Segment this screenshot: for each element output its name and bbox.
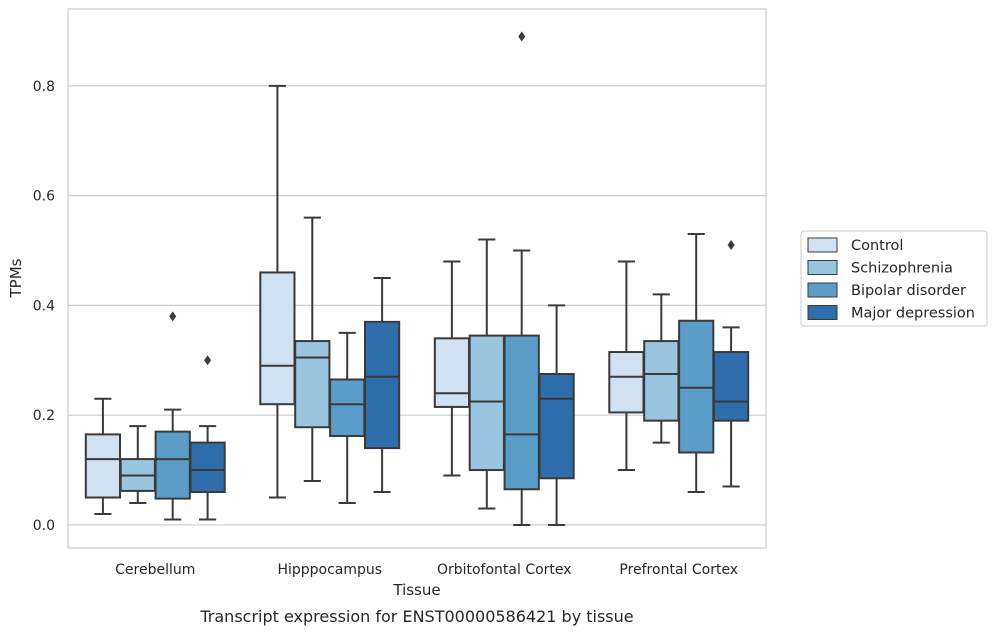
y-tick-label: 0.8 [33,79,55,95]
x-tick-label: Hipppocampus [277,562,382,578]
legend: Control Schizophrenia Bipolar disorder Majo… [800,230,988,327]
x-tick-label: Orbitofontal Cortex [437,562,572,578]
box-iqr [643,340,680,422]
legend-swatch [807,282,838,298]
box-3-3 [712,240,750,488]
box-0-1 [119,425,156,504]
box-iqr [712,351,750,422]
box-3-0 [608,260,645,472]
outlier-point [204,355,212,366]
box-iqr [154,430,191,500]
box-1-3 [363,276,401,494]
box-iqr [363,320,401,450]
box-iqr [329,378,366,438]
boxes [84,31,750,526]
legend-label: Schizophrenia [851,261,953,277]
outlier-point [169,311,177,322]
x-tick-label: Prefrontal Cortex [619,562,738,578]
legend-swatch [807,305,838,320]
box-iqr [259,271,296,406]
box-iqr [538,373,575,480]
box-3-2 [678,233,715,494]
outlier-point [727,240,735,251]
box-1-0 [259,84,296,499]
box-iqr [468,334,505,472]
x-axis-ticks: Cerebellum Hipppocampus Orbitofontal Corte… [115,562,738,578]
legend-swatch [807,237,838,253]
box-iqr [678,319,715,454]
box-iqr [189,441,226,494]
box-2-2 [503,31,540,526]
box-iqr [433,337,471,408]
y-tick-label: 0.4 [33,298,55,314]
legend-label: Bipolar disorder [851,283,966,299]
y-tick-label: 0.2 [33,408,55,424]
box-1-1 [294,216,331,483]
y-axis-ticks: 0.0 0.2 0.4 0.6 0.8 [33,79,55,534]
outlier-point [518,31,526,42]
legend-swatch [807,260,838,275]
box-1-2 [329,331,366,504]
plot-frame [67,8,767,549]
x-tick-label: Cerebellum [115,562,195,578]
box-0-3 [189,355,226,521]
legend-label: Control [851,238,903,254]
box-iqr [294,340,331,429]
legend-label: Major depression [851,306,975,322]
box-2-0 [433,260,471,477]
box-0-0 [84,397,122,515]
chart-caption: Transcript expression for ENST0000058642… [199,607,633,626]
y-tick-label: 0.0 [33,518,55,534]
box-iqr [84,433,122,499]
legend-frame [800,230,988,327]
x-axis-label: Tissue [392,581,440,599]
box-3-1 [643,293,680,444]
box-iqr [608,351,645,414]
box-2-1 [468,238,505,510]
y-tick-label: 0.6 [33,189,55,205]
box-iqr [503,334,540,491]
box-2-3 [538,304,575,526]
y-axis-label: TPMs [7,258,25,298]
